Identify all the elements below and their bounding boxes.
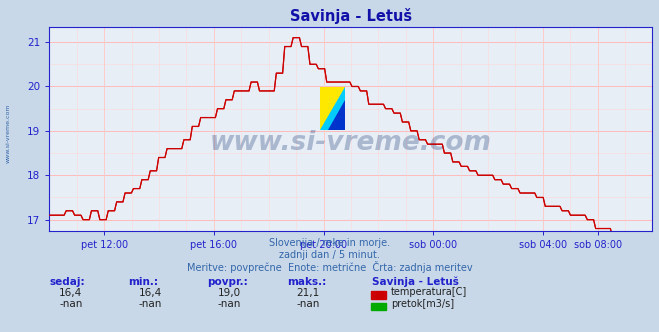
Text: -nan: -nan — [297, 299, 320, 309]
Text: -nan: -nan — [138, 299, 161, 309]
Polygon shape — [320, 87, 345, 130]
Polygon shape — [320, 87, 345, 130]
Polygon shape — [328, 100, 345, 130]
Text: 16,4: 16,4 — [138, 288, 161, 298]
Text: -nan: -nan — [59, 299, 82, 309]
Text: 16,4: 16,4 — [59, 288, 82, 298]
Text: zadnji dan / 5 minut.: zadnji dan / 5 minut. — [279, 250, 380, 260]
Text: sedaj:: sedaj: — [49, 277, 85, 287]
Title: Savinja - Letuš: Savinja - Letuš — [290, 8, 412, 24]
Text: www.si-vreme.com: www.si-vreme.com — [210, 130, 492, 156]
Text: maks.:: maks.: — [287, 277, 326, 287]
Text: pretok[m3/s]: pretok[m3/s] — [391, 299, 454, 309]
Text: Savinja - Letuš: Savinja - Letuš — [372, 276, 459, 287]
Text: 21,1: 21,1 — [297, 288, 320, 298]
Text: -nan: -nan — [217, 299, 241, 309]
Text: www.si-vreme.com: www.si-vreme.com — [5, 103, 11, 163]
Text: 19,0: 19,0 — [217, 288, 241, 298]
Text: temperatura[C]: temperatura[C] — [391, 288, 467, 297]
Text: povpr.:: povpr.: — [208, 277, 248, 287]
Text: Meritve: povprečne  Enote: metrične  Črta: zadnja meritev: Meritve: povprečne Enote: metrične Črta:… — [186, 261, 473, 273]
Text: min.:: min.: — [129, 277, 159, 287]
Text: Slovenija / reke in morje.: Slovenija / reke in morje. — [269, 238, 390, 248]
